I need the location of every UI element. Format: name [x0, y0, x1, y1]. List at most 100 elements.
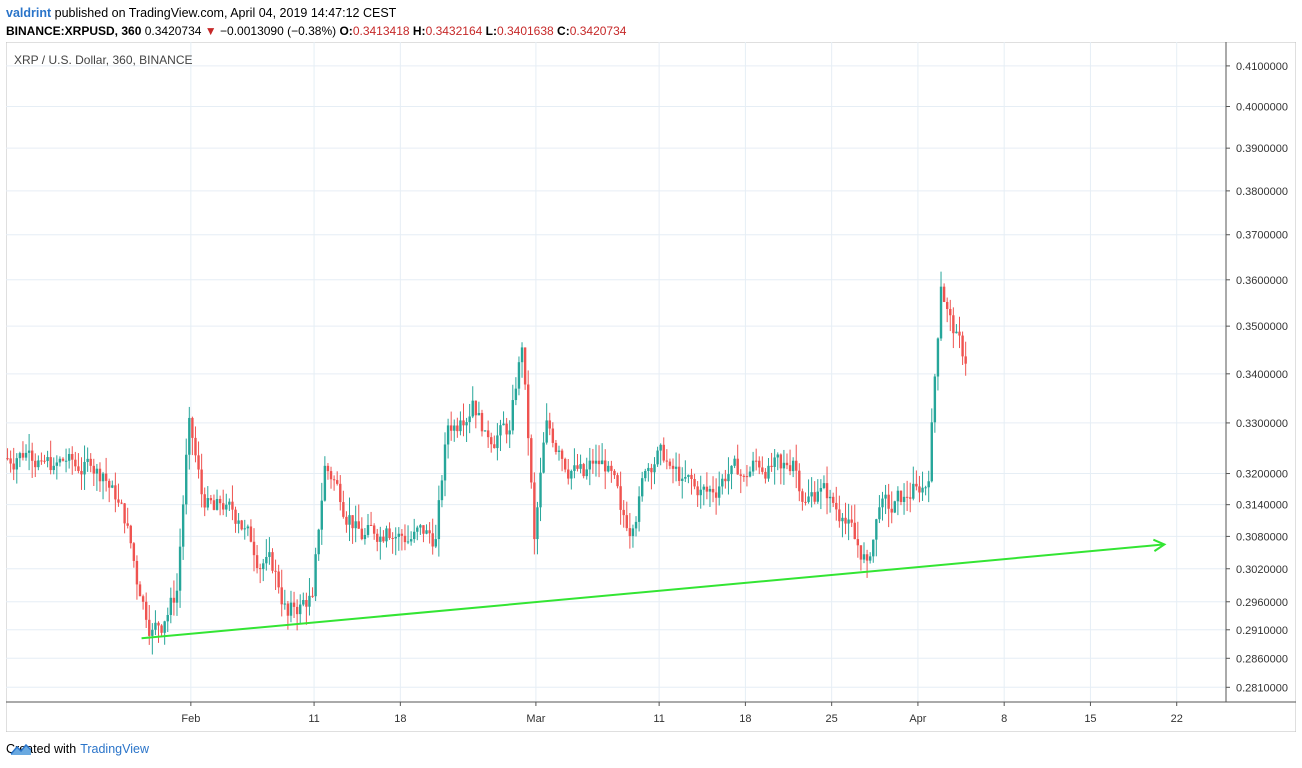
candle-body [191, 417, 194, 438]
candle-body [446, 425, 450, 445]
candle-body [770, 465, 773, 467]
candle-body [687, 474, 690, 477]
candle-body [302, 600, 305, 605]
candle-body [382, 536, 385, 542]
candle-body [357, 521, 360, 529]
candle-body [597, 460, 601, 465]
price-chart[interactable]: 0.4100000 0.4000000 0.3900000 0.3800000 0.37… [6, 42, 1296, 732]
support-trendline[interactable] [141, 543, 1165, 640]
tradingview-logo-icon[interactable] [10, 742, 32, 756]
candle-body [459, 420, 462, 432]
candle-body [437, 500, 441, 540]
y-tick-label: 0.3800000 [1236, 186, 1288, 198]
candle-body [449, 425, 453, 431]
candle-body [779, 454, 783, 469]
candle-body [194, 437, 197, 456]
candle-body [711, 488, 715, 493]
candle-body [610, 465, 613, 471]
candle-body [169, 597, 173, 615]
candle-body [650, 467, 653, 473]
chart-panel[interactable]: 0.4100000 0.4000000 0.3900000 0.3800000 0.37… [6, 42, 1296, 732]
open-value: 0.3413418 [352, 24, 410, 38]
tradingview-brand-link[interactable]: TradingView [80, 742, 149, 756]
candle-body [945, 301, 949, 309]
x-tick-label: 15 [1084, 713, 1096, 725]
candle-body [542, 442, 545, 473]
candle-body [80, 470, 83, 475]
candle-body [742, 475, 746, 477]
candle-body [419, 525, 422, 528]
candle-body [573, 465, 576, 471]
candle-body [117, 499, 120, 503]
candle-body [255, 555, 259, 569]
candle-body [662, 444, 665, 461]
candle-body [369, 524, 373, 526]
candle-body [637, 496, 641, 522]
candle-body [305, 600, 308, 607]
candle-body [422, 525, 425, 534]
publish-line: valdrint published on TradingView.com, A… [6, 4, 626, 22]
candle-body [748, 471, 752, 477]
candle-body [745, 476, 749, 478]
candle-body [798, 470, 801, 492]
candle-body [160, 625, 163, 633]
candle-body [480, 412, 484, 432]
candle-body [502, 423, 505, 426]
last-price: 0.3420734 [144, 24, 202, 38]
candle-body [104, 473, 108, 481]
candle-body [175, 590, 179, 603]
candle-body [705, 486, 709, 492]
candle-body [674, 466, 678, 469]
candle-body [188, 417, 191, 455]
candle-body [34, 460, 37, 468]
candle-body [788, 465, 792, 472]
candle-body [197, 455, 200, 470]
y-tick-label: 0.3400000 [1236, 369, 1288, 381]
candle-body [933, 376, 937, 423]
candle-body [613, 470, 616, 476]
candle-body [548, 420, 551, 429]
y-tick-label: 0.2910000 [1236, 625, 1288, 637]
candle-body [530, 438, 533, 483]
candle-body [453, 425, 456, 431]
chart-header: valdrint published on TradingView.com, A… [6, 4, 626, 40]
candle-body [265, 556, 268, 564]
candle-body [277, 571, 280, 588]
open-label: O: [339, 24, 353, 38]
candle-body [218, 498, 222, 504]
candle-body [847, 519, 850, 524]
candle-body [822, 483, 826, 489]
author-link[interactable]: valdrint [6, 6, 52, 20]
candle-body [74, 459, 77, 467]
candle-body [853, 522, 856, 540]
candle-body [890, 508, 893, 513]
x-tick-label: 18 [394, 713, 406, 725]
x-tick-label: 11 [653, 713, 664, 725]
candle-body [77, 466, 80, 471]
x-tick-label: 18 [739, 713, 751, 725]
candle-body [46, 457, 49, 462]
low-label: L: [485, 24, 497, 38]
candle-body [329, 471, 333, 480]
candle-body [138, 584, 142, 597]
trendline-arrowhead [1152, 538, 1167, 552]
candle-body [215, 498, 219, 510]
candle-body [764, 471, 767, 479]
y-tick-label: 0.3600000 [1236, 275, 1288, 287]
candle-body [493, 444, 496, 449]
candle-body [67, 454, 71, 461]
candle-body [721, 478, 724, 487]
candle-body [554, 442, 558, 452]
y-tick-label: 0.2960000 [1236, 597, 1288, 609]
candle-body [862, 554, 866, 560]
candle-body [95, 468, 99, 474]
candle-body [684, 476, 687, 479]
candle-body [314, 554, 317, 597]
candle-body [172, 597, 176, 603]
candle-body [320, 500, 323, 530]
candle-body [397, 533, 401, 537]
candle-body [252, 541, 256, 556]
candle-body [942, 286, 946, 302]
candle-body [366, 524, 370, 535]
candle-body [773, 457, 776, 467]
